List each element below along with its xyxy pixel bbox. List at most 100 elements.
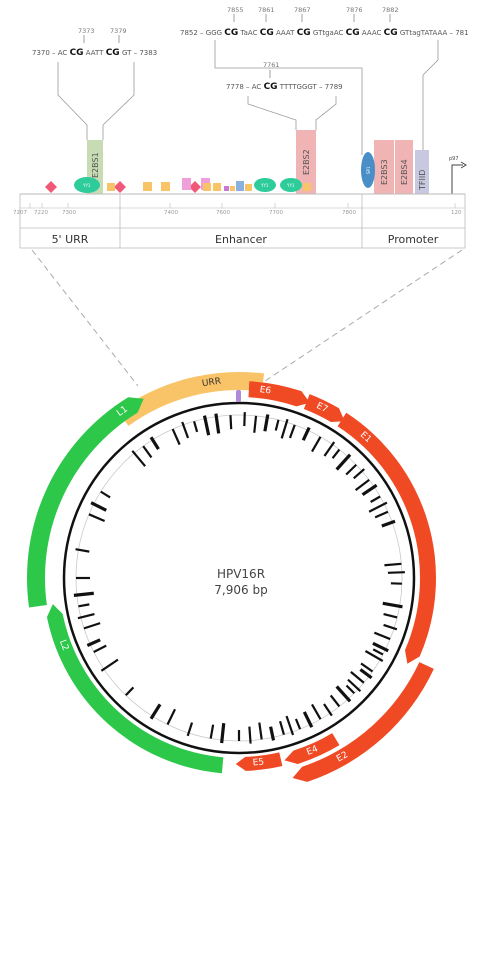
gene-e5-label: E5 [252,757,264,768]
gene-l2-label: L2 [57,639,70,653]
tf-square-marker [143,182,152,191]
cpg-tick [83,622,101,630]
cpg-tick [186,722,194,737]
gene-e1-arc [337,412,436,664]
e2bs2-box [296,130,316,194]
site3-pos: 7867 [294,6,311,14]
tf-square-marker [161,182,170,191]
origin-marker [236,390,241,402]
site2-pos: 7761 [263,61,280,69]
cpg-tick [288,424,296,439]
site3-cpg: CG [260,28,274,38]
site1-cpg: CG [106,48,120,58]
cpg-tick [361,483,378,497]
cpg-tick [370,495,381,503]
site3-seq-part: AAAC [362,29,382,37]
site3-seq-part: GTtgaAC [313,29,344,37]
cpg-tick [124,686,135,697]
cpg-tick [383,612,398,619]
site3-sequence: 7852 – GGG CG TaAC CG AAAT CG GTtgaAC CG… [180,28,469,38]
cpg-tick [100,658,119,672]
tf-square-marker [230,186,235,191]
site3-cpg: CG [346,28,360,38]
cpg-tick [372,641,389,653]
cpg-tick [359,668,373,680]
site2-sequence: 7778 – AC CG TTTTGGGT – 7789 [226,82,343,92]
tf-diamond-marker [189,181,201,193]
cpg-tick [352,468,366,480]
e2bs3-label: E2BS3 [380,159,389,185]
cpg-tick [323,703,333,717]
cpg-tick [374,510,389,519]
gene-e2-arc [292,662,434,782]
yy1-oval [74,177,100,193]
tf-square-marker [236,181,244,191]
cpg-tick [360,662,374,673]
tf-square-marker [224,186,229,191]
cpg-tick [294,718,302,730]
site3-seq-part: GTtagTATAAA – 781 [400,29,469,37]
cpg-tick [387,571,405,574]
site1-seq-part: GT – 7383 [122,49,157,57]
region-bar: 5' URR Enhancer Promoter [19,193,466,249]
yy1-oval [254,178,276,192]
e2bs1-label: E2BS1 [91,152,100,178]
site3-cpg: CG [297,28,311,38]
e2bs4-box [395,140,413,194]
gene-e5-arc [235,752,283,771]
site2-cpg: CG [264,82,278,92]
tf-square-marker [182,178,191,190]
cpg-tick [269,726,276,741]
site1-pos-b: 7379 [110,27,127,35]
zoom-connector-right [255,249,463,388]
cpg-tick [381,519,396,528]
cpg-tick [329,694,341,708]
tf-diamond-marker [114,181,126,193]
cpg-tick [253,415,258,433]
yy1-label: YY1 [82,183,91,188]
site1-annotation: 7373 7379 7370 – AC CG AATT CG GT – 7383 [32,27,157,140]
cpg-tick [354,479,370,492]
sp1-oval [361,152,375,188]
site2-annotation: 7761 7778 – AC CG TTTTGGGT – 7789 [226,61,343,130]
cpg-tick [100,490,111,499]
cpg-tick [193,421,199,433]
cpg-tick [335,453,352,471]
cpg-tick [350,671,365,684]
gene-l1-arc [27,397,144,608]
cpg-tick [285,715,295,736]
tf-square-marker [203,183,211,191]
e2bs2-label: E2BS2 [302,149,311,175]
cpg-tick [364,650,384,662]
cpg-tick [331,448,341,459]
cpg-tick [229,415,233,430]
axis-tick-label: 7300 [62,210,76,216]
cpg-tick [301,426,311,441]
cpg-site-ticks [73,412,405,744]
urr-label: URR [201,377,221,390]
cpg-tick [248,726,252,744]
axis-tick-label: 7700 [269,210,283,216]
e2bs3-box [374,140,394,194]
site1-seq-part: 7370 – AC [32,49,67,57]
cpg-tick [166,708,176,725]
tf-diamond-marker [45,181,57,193]
plasmid-name: HPV16R [217,567,265,581]
cpg-tick [345,463,358,476]
site3-pos: 7861 [258,6,275,14]
cpg-tick [258,722,263,740]
cpg-tick [347,678,362,693]
e2bs4-label: E2BS4 [400,159,409,185]
cpg-tick [93,644,107,653]
gene-e6-label: E6 [259,385,272,397]
cpg-tick [77,612,95,620]
cpg-tick [311,436,322,453]
p97-label: p97 [449,156,459,162]
yy1-oval [280,178,302,192]
site2-seq-part: 7778 – AC [226,83,261,91]
cpg-tick [335,685,352,703]
cpg-tick [345,684,356,695]
cpg-tick [78,603,90,608]
